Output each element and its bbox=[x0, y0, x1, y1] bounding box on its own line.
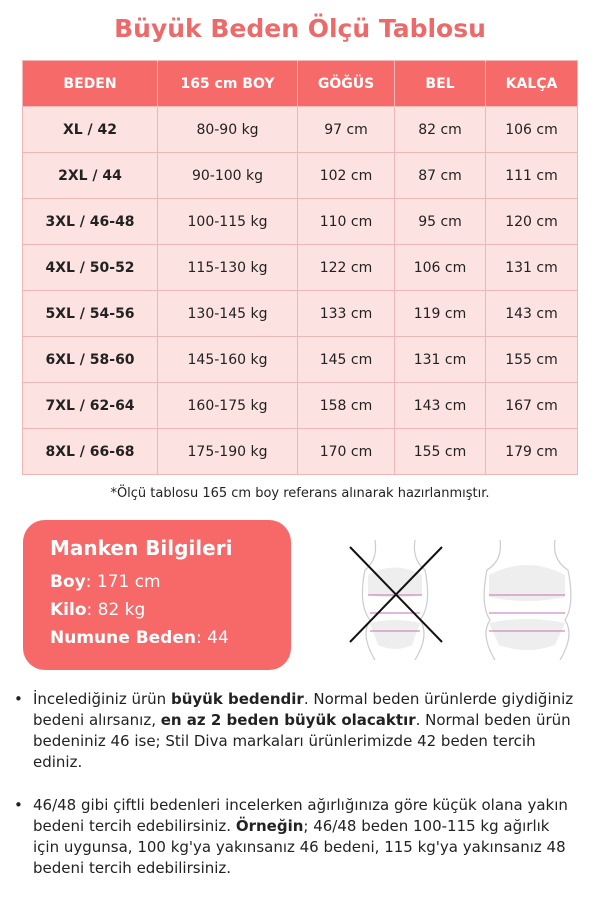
chest-cell: 102 cm bbox=[297, 152, 395, 199]
size-cell: 8XL / 66-68 bbox=[22, 428, 158, 475]
weight-cell: 100-115 kg bbox=[157, 198, 298, 245]
waist-cell: 82 cm bbox=[394, 106, 486, 153]
hip-cell: 179 cm bbox=[485, 428, 578, 475]
value: : 171 cm bbox=[85, 572, 161, 592]
manken-kilo: Kilo: 82 kg bbox=[50, 596, 291, 624]
chest-cell: 110 cm bbox=[297, 198, 395, 245]
hip-cell: 167 cm bbox=[485, 382, 578, 429]
header-beden: BEDEN bbox=[22, 60, 158, 107]
weight-cell: 80-90 kg bbox=[157, 106, 298, 153]
table-row: 4XL / 50-52 115-130 kg 122 cm 106 cm 131 cm bbox=[22, 244, 578, 291]
text: . Normal beden ürünlerde giydiğiniz bede… bbox=[33, 690, 574, 729]
weight-cell: 145-160 kg bbox=[157, 336, 298, 383]
size-cell: 5XL / 54-56 bbox=[22, 290, 158, 337]
table-row: 7XL / 62-64 160-175 kg 158 cm 143 cm 167 cm bbox=[22, 382, 578, 429]
manken-numune: Numune Beden: 44 bbox=[50, 624, 291, 652]
chest-cell: 133 cm bbox=[297, 290, 395, 337]
label: Boy bbox=[50, 572, 86, 592]
page-title: Büyük Beden Ölçü Tablosu bbox=[114, 14, 486, 43]
table-row: XL / 42 80-90 kg 97 cm 82 cm 106 cm bbox=[22, 106, 578, 153]
hip-cell: 155 cm bbox=[485, 336, 578, 383]
weight-cell: 175-190 kg bbox=[157, 428, 298, 475]
manken-title: Manken Bilgileri bbox=[50, 536, 233, 560]
bullet-text: 46/48 gibi çiftli bedenleri incelerken a… bbox=[33, 795, 574, 879]
size-cell: XL / 42 bbox=[22, 106, 158, 153]
table-row: 3XL / 46-48 100-115 kg 110 cm 95 cm 120 cm bbox=[22, 198, 578, 245]
label: Kilo bbox=[50, 600, 87, 620]
body-figure-icon bbox=[483, 539, 572, 660]
table-header-row: BEDEN 165 cm BOY GÖĞÜS BEL KALÇA bbox=[22, 60, 578, 107]
table-row: 8XL / 66-68 175-190 kg 170 cm 155 cm 179 cm bbox=[22, 428, 578, 475]
chest-cell: 122 cm bbox=[297, 244, 395, 291]
hip-cell: 120 cm bbox=[485, 198, 578, 245]
size-cell: 3XL / 46-48 bbox=[22, 198, 158, 245]
waist-cell: 131 cm bbox=[394, 336, 486, 383]
size-cell: 4XL / 50-52 bbox=[22, 244, 158, 291]
hip-cell: 111 cm bbox=[485, 152, 578, 199]
hip-cell: 131 cm bbox=[485, 244, 578, 291]
waist-cell: 155 cm bbox=[394, 428, 486, 475]
bold-text: büyük bedendir bbox=[170, 690, 304, 708]
bullet-text: İncelediğiniz ürün büyük bedendir. Norma… bbox=[33, 689, 574, 773]
crossed-body-figure-icon bbox=[349, 539, 443, 660]
info-bullet-1: • İncelediğiniz ürün büyük bedendir. Norm… bbox=[14, 689, 574, 773]
text: . Normal beden ürün bedeniniz 46 ise; St… bbox=[33, 711, 571, 771]
header-kalca: KALÇA bbox=[485, 60, 578, 107]
chest-cell: 170 cm bbox=[297, 428, 395, 475]
waist-cell: 95 cm bbox=[394, 198, 486, 245]
size-cell: 6XL / 58-60 bbox=[22, 336, 158, 383]
size-cell: 2XL / 44 bbox=[22, 152, 158, 199]
waist-cell: 106 cm bbox=[394, 244, 486, 291]
header-gogus: GÖĞÜS bbox=[297, 60, 395, 107]
hip-cell: 106 cm bbox=[485, 106, 578, 153]
weight-cell: 90-100 kg bbox=[157, 152, 298, 199]
size-table: BEDEN 165 cm BOY GÖĞÜS BEL KALÇA XL / 42… bbox=[22, 60, 578, 475]
header-boy: 165 cm BOY bbox=[157, 60, 298, 107]
bold-text: Örneğin bbox=[235, 817, 304, 835]
waist-cell: 143 cm bbox=[394, 382, 486, 429]
manken-info-card: Manken Bilgileri Boy: 171 cm Kilo: 82 kg… bbox=[23, 520, 291, 670]
text: İncelediğiniz ürün bbox=[33, 690, 171, 708]
info-bullet-2: • 46/48 gibi çiftli bedenleri incelerken … bbox=[14, 795, 574, 879]
value: : 44 bbox=[196, 628, 229, 648]
manken-boy: Boy: 171 cm bbox=[50, 568, 291, 596]
waist-cell: 87 cm bbox=[394, 152, 486, 199]
hip-cell: 143 cm bbox=[485, 290, 578, 337]
weight-cell: 115-130 kg bbox=[157, 244, 298, 291]
chest-cell: 158 cm bbox=[297, 382, 395, 429]
table-row: 5XL / 54-56 130-145 kg 133 cm 119 cm 143 cm bbox=[22, 290, 578, 337]
table-note: *Ölçü tablosu 165 cm boy referans alınar… bbox=[110, 486, 490, 501]
size-cell: 7XL / 62-64 bbox=[22, 382, 158, 429]
table-row: 2XL / 44 90-100 kg 102 cm 87 cm 111 cm bbox=[22, 152, 578, 199]
label: Numune Beden bbox=[50, 628, 196, 648]
chest-cell: 97 cm bbox=[297, 106, 395, 153]
weight-cell: 130-145 kg bbox=[157, 290, 298, 337]
bold-text: en az 2 beden büyük olacaktır bbox=[160, 711, 416, 729]
table-row: 6XL / 58-60 145-160 kg 145 cm 131 cm 155 cm bbox=[22, 336, 578, 383]
text: 46/48 gibi çiftli bedenleri incelerken a… bbox=[33, 796, 568, 835]
bullet-icon: • bbox=[14, 690, 23, 708]
bullet-icon: • bbox=[14, 796, 23, 814]
weight-cell: 160-175 kg bbox=[157, 382, 298, 429]
header-bel: BEL bbox=[394, 60, 486, 107]
value: : 82 kg bbox=[86, 600, 146, 620]
text: ; 46/48 beden 100-115 kg ağırlık için uy… bbox=[33, 817, 566, 877]
chest-cell: 145 cm bbox=[297, 336, 395, 383]
waist-cell: 119 cm bbox=[394, 290, 486, 337]
